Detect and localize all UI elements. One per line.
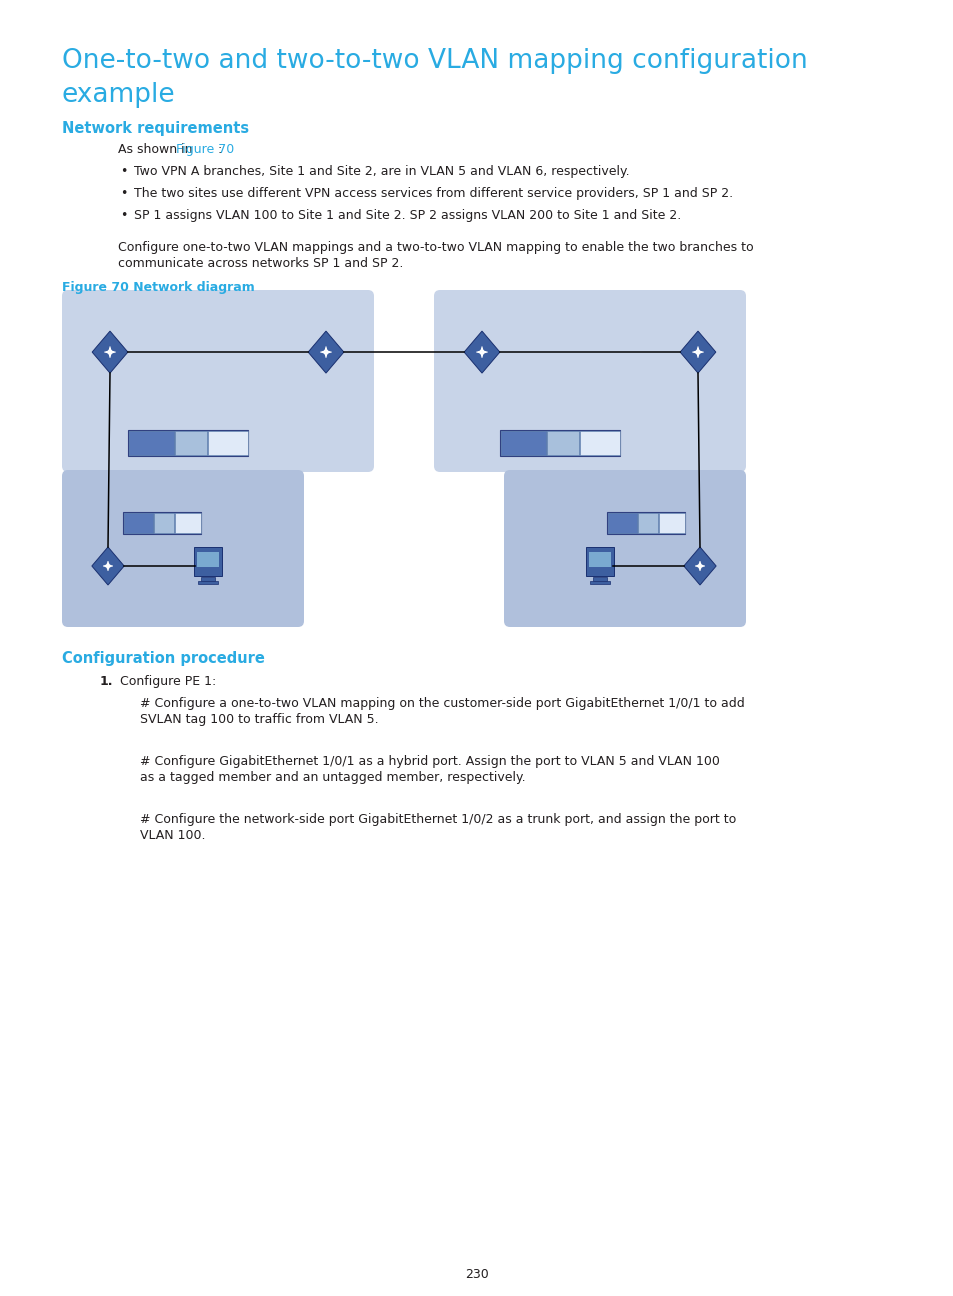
Text: Network requirements: Network requirements: [62, 121, 249, 136]
Text: SP 1 assigns VLAN 100 to Site 1 and Site 2. SP 2 assigns VLAN 200 to Site 1 and : SP 1 assigns VLAN 100 to Site 1 and Site…: [133, 209, 680, 222]
Text: Figure 70 Network diagram: Figure 70 Network diagram: [62, 281, 254, 294]
Bar: [500, 432, 545, 455]
Polygon shape: [683, 547, 716, 584]
Text: As shown in: As shown in: [118, 143, 196, 156]
Text: # Configure a one-to-two VLAN mapping on the customer-side port GigabitEthernet : # Configure a one-to-two VLAN mapping on…: [140, 697, 744, 710]
Text: One-to-two and two-to-two VLAN mapping configuration: One-to-two and two-to-two VLAN mapping c…: [62, 48, 807, 74]
Bar: [637, 513, 658, 533]
Text: •: •: [120, 165, 128, 178]
Polygon shape: [308, 330, 343, 373]
Bar: [606, 512, 684, 534]
Text: 1.: 1.: [100, 675, 113, 688]
Bar: [208, 432, 248, 455]
Text: The two sites use different VPN access services from different service providers: The two sites use different VPN access s…: [133, 187, 732, 200]
Polygon shape: [92, 330, 128, 373]
FancyBboxPatch shape: [434, 290, 745, 472]
Bar: [546, 432, 578, 455]
Bar: [201, 577, 215, 581]
Bar: [659, 513, 684, 533]
Bar: [607, 513, 636, 533]
Bar: [589, 581, 609, 584]
Polygon shape: [464, 330, 499, 373]
Bar: [197, 552, 218, 568]
Text: communicate across networks SP 1 and SP 2.: communicate across networks SP 1 and SP …: [118, 257, 403, 270]
Text: :: :: [218, 143, 222, 156]
Bar: [499, 430, 619, 456]
Bar: [589, 552, 610, 568]
Bar: [592, 577, 606, 581]
Bar: [123, 512, 201, 534]
Text: Configuration procedure: Configuration procedure: [62, 651, 265, 666]
Bar: [153, 513, 174, 533]
Text: VLAN 100.: VLAN 100.: [140, 829, 205, 842]
FancyBboxPatch shape: [503, 470, 745, 627]
FancyBboxPatch shape: [62, 470, 304, 627]
Bar: [175, 513, 201, 533]
Text: SVLAN tag 100 to traffic from VLAN 5.: SVLAN tag 100 to traffic from VLAN 5.: [140, 713, 378, 726]
Text: example: example: [62, 82, 175, 108]
Text: Configure one-to-two VLAN mappings and a two-to-two VLAN mapping to enable the t: Configure one-to-two VLAN mappings and a…: [118, 241, 753, 254]
FancyBboxPatch shape: [62, 290, 374, 472]
Text: •: •: [120, 209, 128, 222]
Text: Figure 70: Figure 70: [175, 143, 234, 156]
Text: Two VPN A branches, Site 1 and Site 2, are in VLAN 5 and VLAN 6, respectively.: Two VPN A branches, Site 1 and Site 2, a…: [133, 165, 629, 178]
Text: •: •: [120, 187, 128, 200]
Bar: [129, 432, 173, 455]
Bar: [579, 432, 619, 455]
Text: # Configure GigabitEthernet 1/0/1 as a hybrid port. Assign the port to VLAN 5 an: # Configure GigabitEthernet 1/0/1 as a h…: [140, 756, 720, 769]
Bar: [124, 513, 152, 533]
Text: Configure PE 1:: Configure PE 1:: [120, 675, 216, 688]
Polygon shape: [679, 330, 715, 373]
Text: as a tagged member and an untagged member, respectively.: as a tagged member and an untagged membe…: [140, 771, 525, 784]
Text: # Configure the network-side port GigabitEthernet 1/0/2 as a trunk port, and ass: # Configure the network-side port Gigabi…: [140, 813, 736, 826]
Polygon shape: [91, 547, 124, 584]
Bar: [128, 430, 248, 456]
Text: 230: 230: [465, 1267, 488, 1280]
Bar: [198, 581, 218, 584]
Bar: [585, 547, 614, 575]
Bar: [193, 547, 222, 575]
Bar: [174, 432, 207, 455]
